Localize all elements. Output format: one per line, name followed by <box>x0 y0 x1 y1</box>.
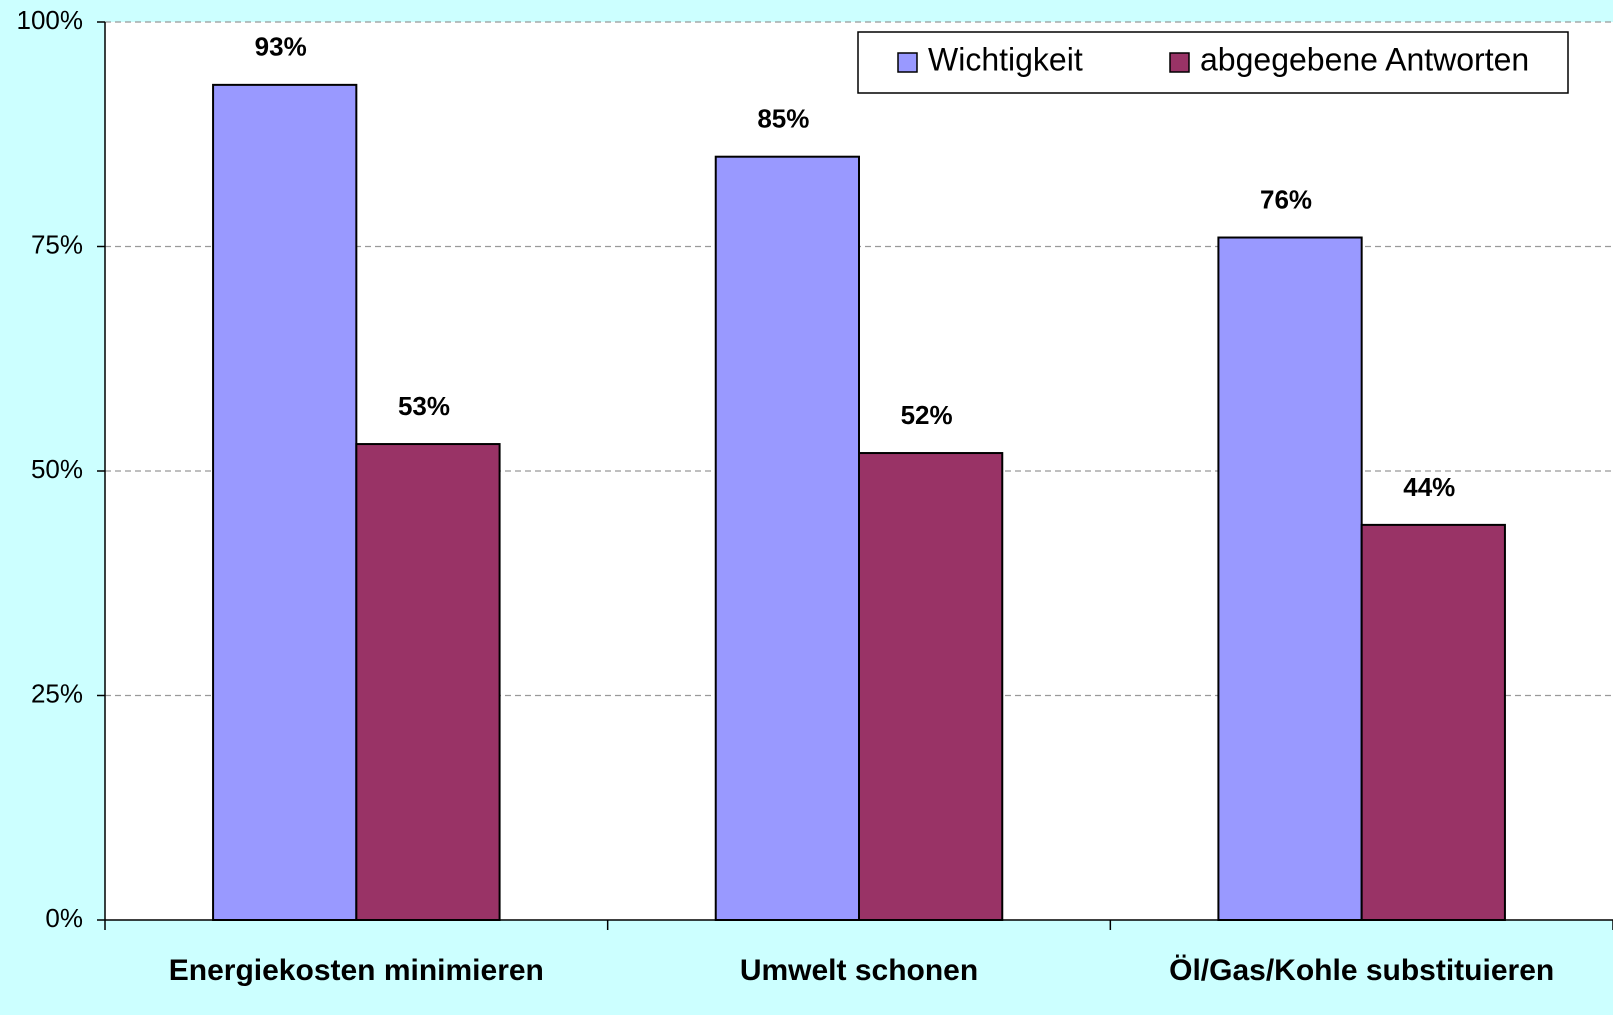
bar <box>355 443 501 921</box>
y-tick-label: 25% <box>31 678 83 708</box>
data-label: 76% <box>1260 184 1312 214</box>
y-tick-label: 100% <box>17 5 84 35</box>
bar <box>858 452 1004 921</box>
legend-swatch <box>1169 52 1190 73</box>
bar <box>1360 523 1506 921</box>
y-tick-label: 0% <box>45 903 83 933</box>
data-label: 52% <box>901 400 953 430</box>
y-tick-label: 50% <box>31 454 83 484</box>
data-label: 44% <box>1403 472 1455 502</box>
legend-swatch <box>897 52 918 73</box>
x-tick-label: Öl/Gas/Kohle substituieren <box>1169 954 1554 987</box>
legend-label: abgegebene Antworten <box>1200 41 1529 77</box>
legend-box <box>857 31 1569 94</box>
x-tick-label: Energiekosten minimieren <box>169 954 544 987</box>
data-label: 53% <box>398 391 450 421</box>
legend-label: Wichtigkeit <box>928 41 1083 77</box>
y-tick-label: 75% <box>31 229 83 259</box>
bar <box>714 155 860 921</box>
data-label: 93% <box>255 32 307 62</box>
x-tick-label: Umwelt schonen <box>740 954 978 987</box>
bar <box>1217 236 1363 921</box>
data-label: 85% <box>757 104 809 134</box>
bar <box>212 83 358 922</box>
